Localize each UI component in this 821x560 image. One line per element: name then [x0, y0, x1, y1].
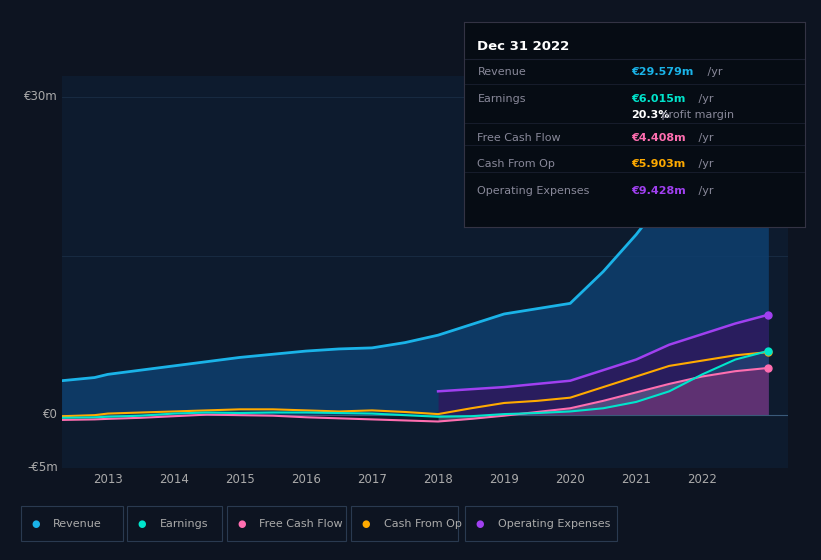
Text: -€5m: -€5m: [27, 461, 58, 474]
Text: €5.903m: €5.903m: [631, 160, 685, 169]
Text: 20.3%: 20.3%: [631, 110, 669, 120]
Text: €0: €0: [43, 408, 58, 421]
Text: ●: ●: [31, 519, 39, 529]
Text: €4.408m: €4.408m: [631, 133, 686, 143]
Text: Free Cash Flow: Free Cash Flow: [478, 133, 561, 143]
Text: /yr: /yr: [695, 133, 713, 143]
Text: Revenue: Revenue: [53, 519, 102, 529]
Text: Cash From Op: Cash From Op: [384, 519, 462, 529]
Text: ●: ●: [138, 519, 146, 529]
Text: Operating Expenses: Operating Expenses: [478, 186, 589, 196]
Text: Revenue: Revenue: [478, 67, 526, 77]
Text: €9.428m: €9.428m: [631, 186, 686, 196]
Text: €30m: €30m: [24, 90, 58, 103]
Text: ●: ●: [475, 519, 484, 529]
Text: profit margin: profit margin: [658, 110, 734, 120]
Text: /yr: /yr: [695, 186, 713, 196]
Text: Cash From Op: Cash From Op: [478, 160, 555, 169]
Text: Earnings: Earnings: [160, 519, 209, 529]
Text: /yr: /yr: [695, 160, 713, 169]
Text: /yr: /yr: [695, 94, 713, 104]
Text: €6.015m: €6.015m: [631, 94, 686, 104]
Text: €29.579m: €29.579m: [631, 67, 693, 77]
Text: ●: ●: [237, 519, 245, 529]
Text: Dec 31 2022: Dec 31 2022: [478, 40, 570, 53]
Text: Earnings: Earnings: [478, 94, 526, 104]
Text: Free Cash Flow: Free Cash Flow: [259, 519, 343, 529]
Text: Operating Expenses: Operating Expenses: [498, 519, 610, 529]
Text: /yr: /yr: [704, 67, 723, 77]
Text: ●: ●: [362, 519, 370, 529]
